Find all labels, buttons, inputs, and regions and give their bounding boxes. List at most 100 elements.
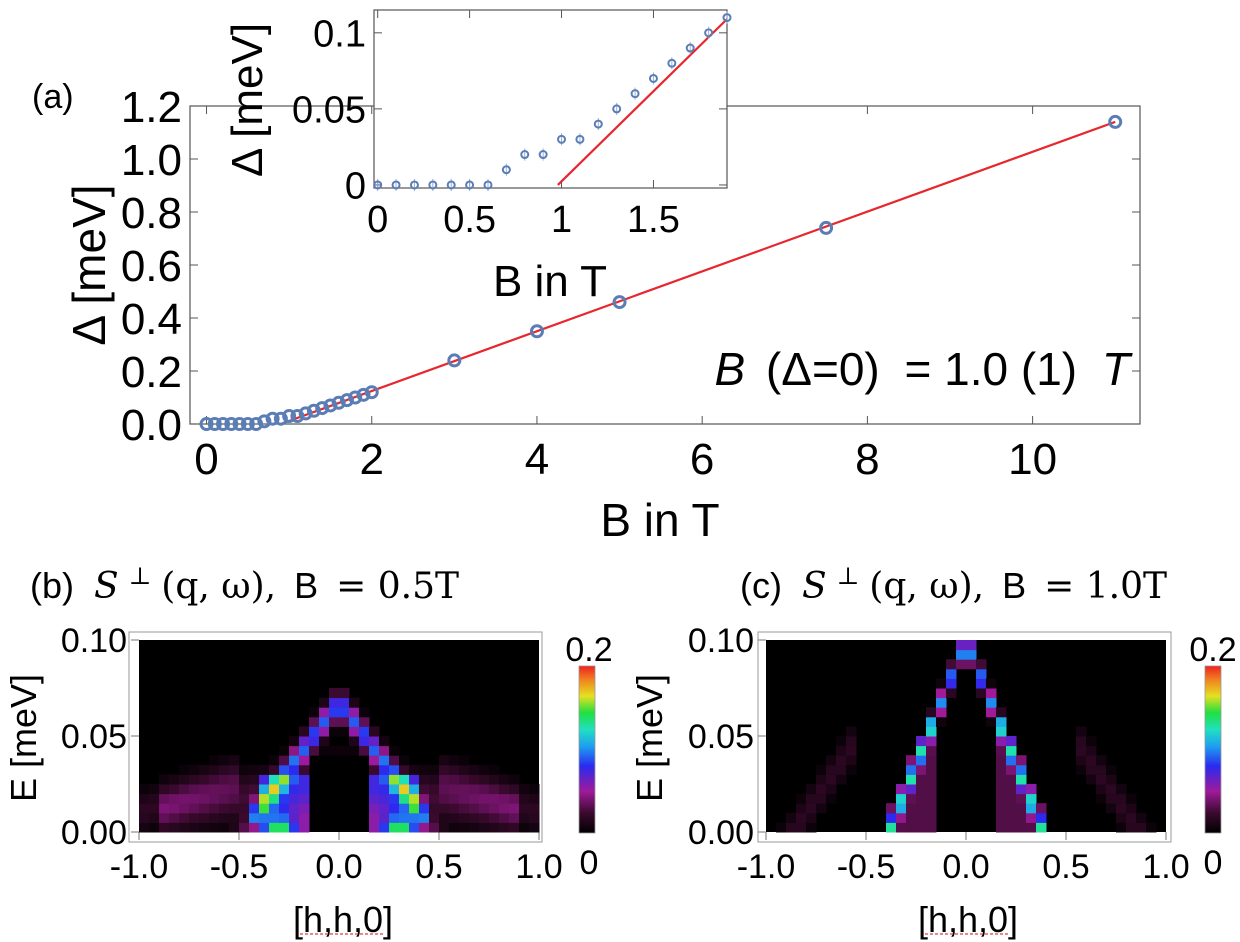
heatmap-cell <box>309 726 320 737</box>
heatmap-cell <box>1076 736 1087 747</box>
heatmap-cell <box>906 803 917 814</box>
heatmap-cell <box>279 774 290 785</box>
heatmap-cell <box>159 793 170 804</box>
data-point <box>273 411 288 426</box>
heatmap-cell <box>469 774 480 785</box>
heatmap-cell <box>1006 755 1017 766</box>
heatmap-cell <box>269 764 280 775</box>
heatmap-cell <box>439 784 450 795</box>
heatmap-cell <box>786 812 797 823</box>
panel-b-prefix: (b) <box>30 565 74 606</box>
panel-b: (b) S ⊥ (q, ω), B = 0.5T -1.0 -0.5 0.0 0.5 1… <box>3 562 613 940</box>
panel-c-B: B <box>1002 565 1026 606</box>
heatmap-cell <box>976 659 987 670</box>
heatmap-cell <box>249 803 260 814</box>
heatmap-cell <box>279 793 290 804</box>
heatmap-cell <box>269 812 280 823</box>
heatmap-cell <box>279 812 290 823</box>
heatmap-cell <box>249 774 260 785</box>
heatmap-cell <box>1136 822 1147 833</box>
heatmap-cell <box>886 822 897 833</box>
heatmap-cell <box>846 755 857 766</box>
heatmap-cell <box>529 812 540 823</box>
x-tick-label: 1.0 <box>1142 848 1189 886</box>
inset-ylabel: Δ [meV] <box>223 23 272 177</box>
heatmap-cell <box>369 745 380 756</box>
heatmap-cell <box>836 764 847 775</box>
heatmap-cell <box>966 640 977 651</box>
data-point <box>364 385 379 400</box>
heatmap-cell <box>249 784 260 795</box>
heatmap-cell <box>229 822 240 833</box>
heatmap-cell <box>926 716 937 727</box>
heatmap-cell <box>926 812 937 823</box>
heatmap-cell <box>946 659 957 670</box>
heatmap-cell <box>459 822 470 833</box>
heatmap-cell <box>1026 812 1037 823</box>
heatmap-cell <box>199 812 210 823</box>
heatmap-cell <box>996 803 1007 814</box>
heatmap-cell <box>1026 784 1037 795</box>
heatmap-cell <box>169 793 180 804</box>
heatmap-cell <box>806 793 817 804</box>
data-point <box>685 43 695 53</box>
heatmap-cell <box>189 793 200 804</box>
heatmap-cell <box>459 803 470 814</box>
heatmap-cell <box>1096 755 1107 766</box>
heatmap-cell <box>249 764 260 775</box>
heatmap-cell <box>299 736 310 747</box>
heatmap-cell <box>1016 793 1027 804</box>
panel-c-xtick-labels: -1.0 -0.5 0.0 0.5 1.0 <box>737 848 1190 886</box>
x-tick-label: 0.0 <box>942 848 989 886</box>
heatmap-cell <box>996 716 1007 727</box>
data-point <box>265 411 280 426</box>
heatmap-cell <box>349 745 360 756</box>
heatmap-cell <box>1086 755 1097 766</box>
x-tick-label: 1 <box>551 199 572 241</box>
heatmap-cell <box>459 764 470 775</box>
heatmap-cell <box>489 774 500 785</box>
heatmap-cell <box>249 822 260 833</box>
heatmap-cell <box>439 793 450 804</box>
heatmap-cell <box>996 774 1007 785</box>
data-point <box>667 58 677 68</box>
panel-c-ticks <box>758 639 1167 840</box>
heatmap-cell <box>1016 774 1027 785</box>
heatmap-cell <box>846 764 857 775</box>
annotation-unit: T <box>1102 343 1133 395</box>
heatmap-cell <box>409 764 420 775</box>
heatmap-cell <box>239 764 250 775</box>
heatmap-cell <box>229 803 240 814</box>
heatmap-cell <box>299 774 310 785</box>
heatmap-cell <box>896 784 907 795</box>
panel-b-heatmap <box>139 640 540 833</box>
x-tick-label: 0 <box>367 199 388 241</box>
heatmap-cell <box>926 764 937 775</box>
inset-background <box>373 9 728 189</box>
heatmap-cell <box>379 764 390 775</box>
heatmap-cell <box>826 755 837 766</box>
heatmap-cell <box>189 803 200 814</box>
heatmap-cell <box>319 736 330 747</box>
panel-a-xlabel: B in T <box>600 494 719 546</box>
data-point <box>593 119 603 129</box>
heatmap-cell <box>429 793 440 804</box>
heatmap-cell <box>936 707 947 718</box>
heatmap-cell <box>1036 812 1047 823</box>
heatmap-cell <box>986 716 997 727</box>
data-point <box>428 180 438 190</box>
heatmap-cell <box>1026 803 1037 814</box>
heatmap-cell <box>329 745 340 756</box>
data-point <box>348 390 363 405</box>
heatmap-cell <box>229 793 240 804</box>
heatmap-cell <box>489 793 500 804</box>
heatmap-cell <box>886 803 897 814</box>
annotation-value: = 1.0 (1) <box>905 343 1078 395</box>
heatmap-cell <box>289 736 300 747</box>
heatmap-cell <box>389 764 400 775</box>
heatmap-cell <box>916 784 927 795</box>
heatmap-cell <box>916 803 927 814</box>
heatmap-cell <box>219 774 230 785</box>
heatmap-cell <box>906 812 917 823</box>
heatmap-cell <box>986 697 997 708</box>
